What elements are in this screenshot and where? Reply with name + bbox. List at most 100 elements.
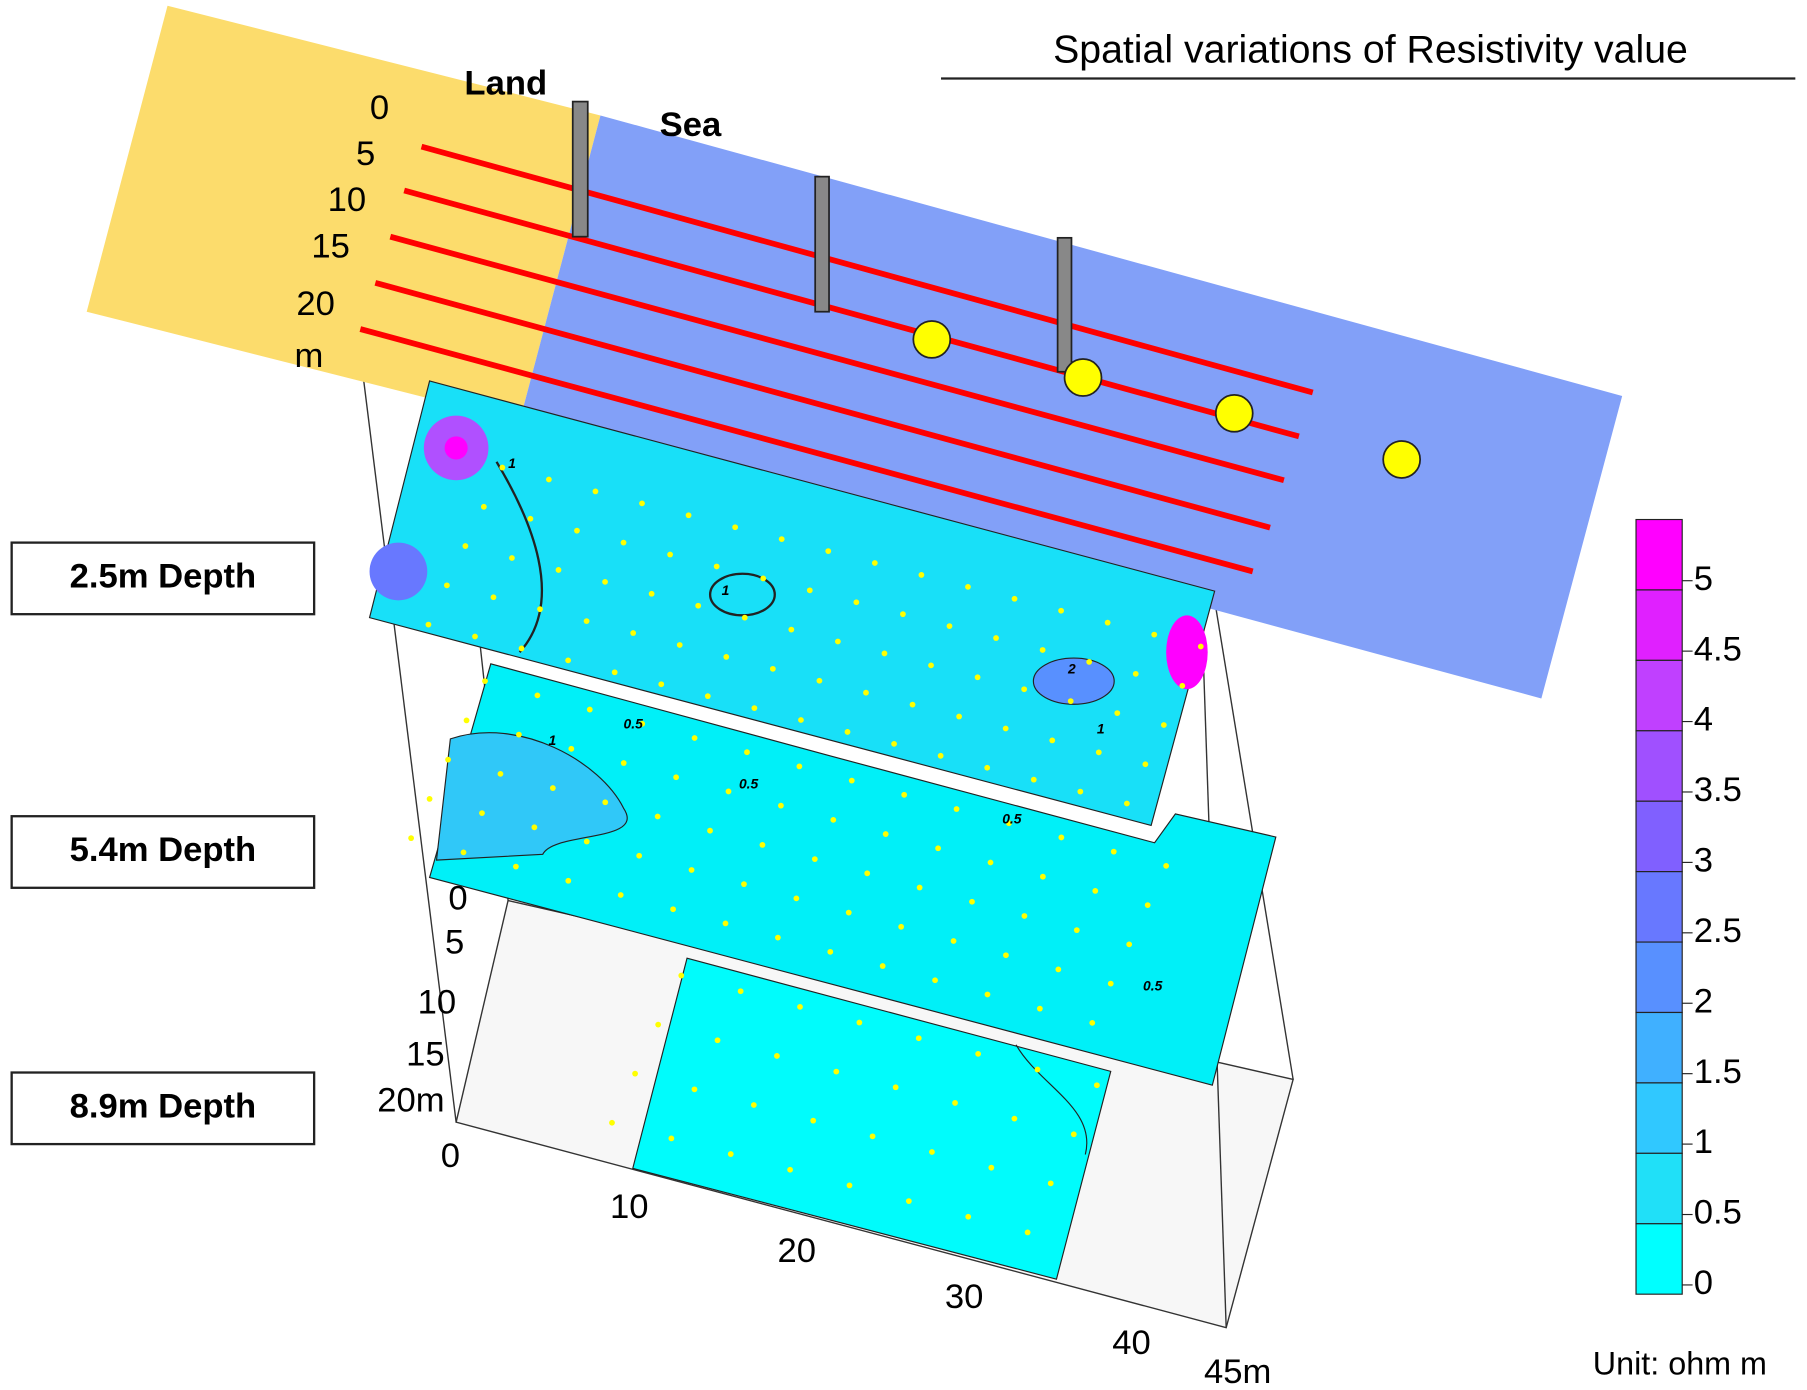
data-point [444,582,450,588]
data-point [673,774,679,780]
data-point [726,789,732,795]
data-point [1058,608,1064,614]
data-point [817,678,823,684]
data-point [1096,749,1102,755]
data-point [677,642,683,648]
depth-axis-label: 10 [418,984,457,1022]
data-point [938,753,944,759]
data-point [587,707,593,713]
data-point [845,729,851,735]
data-point [1179,683,1185,689]
distance-label: 0 [370,89,389,127]
data-point [630,630,636,636]
colorbar-tick-label: 1.5 [1694,1053,1742,1091]
distance-axis-label: 40 [1112,1324,1151,1362]
data-point [689,867,695,873]
data-point [723,654,729,660]
color-band [1636,1224,1682,1294]
data-point [872,560,878,566]
data-point [655,814,661,820]
colorbar-tick-label: 4 [1694,701,1713,739]
data-point [1074,927,1080,933]
data-point [906,1198,912,1204]
data-point [787,1167,793,1173]
data-point [1077,789,1083,795]
data-point [1071,1131,1077,1137]
data-point [479,810,485,816]
data-point [481,504,487,510]
data-point [556,567,562,573]
colorbar-tick-label: 3.5 [1694,771,1742,809]
data-point [550,785,556,791]
distance-axis-label: 20 [777,1232,816,1270]
data-point [898,924,904,930]
data-point [1126,941,1132,947]
data-point [1058,835,1064,841]
color-band [1636,1012,1682,1082]
contour-label: 1 [548,732,556,748]
data-point [917,885,923,891]
color-band [1636,590,1682,660]
data-point [984,765,990,771]
data-point [797,1004,803,1010]
data-point [751,1102,757,1108]
colorbar [1636,520,1693,1295]
data-point [491,594,497,600]
data-point [751,705,757,711]
data-point [788,627,794,633]
data-point [1012,596,1018,602]
data-point [546,477,552,483]
data-point [812,856,818,862]
data-point [445,757,451,763]
data-point [951,938,957,944]
figure: Spatial variations of Resistivity valueL… [0,0,1807,1390]
data-point [519,646,525,652]
data-point [810,1118,816,1124]
data-point [807,587,813,593]
colorbar-tick-label: 0.5 [1694,1194,1742,1232]
data-point [779,536,785,542]
unit-label: Unit: ohm m [1593,1345,1767,1381]
colorbar-tick-label: 1 [1694,1123,1713,1161]
data-point [621,760,627,766]
data-point [1133,671,1139,677]
depth-axis-label: 20m [377,1082,444,1120]
color-band [1636,801,1682,871]
data-point [975,674,981,680]
contour-peak [1166,615,1208,689]
data-point [1198,644,1204,650]
data-point [1124,801,1130,807]
data-point [1025,1230,1031,1236]
contour-label: 0.5 [1002,810,1022,826]
data-point [668,1136,674,1142]
data-point [568,746,574,752]
data-point [975,1051,981,1057]
data-point [1092,888,1098,894]
data-point [1105,620,1111,626]
distance-label: 10 [328,181,367,219]
distance-axis-label: 45m [1204,1353,1271,1390]
color-band [1636,1083,1682,1153]
data-point [655,1022,661,1028]
data-point [1145,902,1151,908]
data-point [462,543,468,549]
data-point [900,611,906,617]
color-band [1636,520,1682,590]
color-band [1636,872,1682,942]
depth-label: 2.5m Depth [70,558,257,596]
data-point [602,579,608,585]
contour-label: 0.5 [624,716,644,732]
data-point [988,860,994,866]
data-point [932,977,938,983]
contour-label: 1 [1097,720,1105,736]
data-point [1086,659,1092,665]
data-point [692,735,698,741]
data-point [408,835,414,841]
data-point [993,635,999,641]
data-point [856,1020,862,1026]
data-point [770,666,776,672]
data-point [880,963,886,969]
data-point [1089,1020,1095,1026]
sea-label: Sea [660,106,722,144]
data-point [929,1149,935,1155]
